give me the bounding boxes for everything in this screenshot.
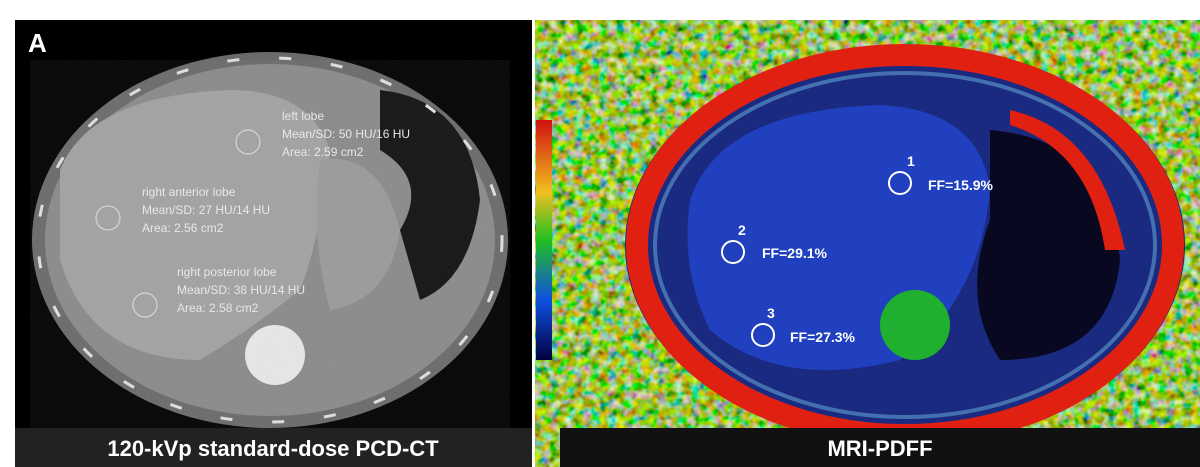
mri-panel: 1 FF=15.9% 2 FF=29.1% 3 FF=27.3% MRI-PDF… (535, 20, 1200, 467)
panel-label: A (28, 28, 47, 58)
roi-area: Area: 2.58 cm2 (177, 301, 259, 315)
roi-stats: Mean/SD: 27 HU/14 HU (142, 203, 270, 217)
roi-number: 1 (907, 153, 915, 169)
roi-circle (721, 240, 745, 264)
ct-ribs (36, 56, 504, 424)
roi-name: left lobe (282, 109, 324, 123)
roi-value: FF=15.9% (928, 177, 994, 193)
roi-circle (132, 292, 158, 318)
mri-spleen-fat (1010, 110, 1125, 250)
roi-circle (235, 129, 261, 155)
mri-stomach (977, 130, 1120, 360)
ct-panel: A left lobe Mean/SD: 50 HU/16 HU Area: 2… (15, 20, 532, 467)
roi-area: Area: 2.56 cm2 (142, 221, 224, 235)
caption: MRI-PDFF (827, 436, 932, 461)
roi-number: 2 (738, 222, 746, 238)
roi-stats: Mean/SD: 50 HU/16 HU (282, 127, 410, 141)
roi-stats: Mean/SD: 38 HU/14 HU (177, 283, 305, 297)
caption: 120-kVp standard-dose PCD-CT (107, 436, 439, 461)
roi-value: FF=27.3% (790, 329, 856, 345)
mri-spine (880, 290, 950, 360)
colorbar (536, 120, 552, 360)
roi-area: Area: 2.59 cm2 (282, 145, 364, 159)
roi-circle (888, 171, 912, 195)
caption-bar (15, 428, 532, 467)
roi-value: FF=29.1% (762, 245, 828, 261)
roi-circle (95, 205, 121, 231)
roi-name: right anterior lobe (142, 185, 236, 199)
roi-number: 3 (767, 305, 775, 321)
mri-ring-edge (653, 71, 1157, 419)
roi-name: right posterior lobe (177, 265, 277, 279)
ct-texture (30, 60, 510, 430)
caption-bar (560, 428, 1200, 467)
roi-circle (751, 323, 775, 347)
